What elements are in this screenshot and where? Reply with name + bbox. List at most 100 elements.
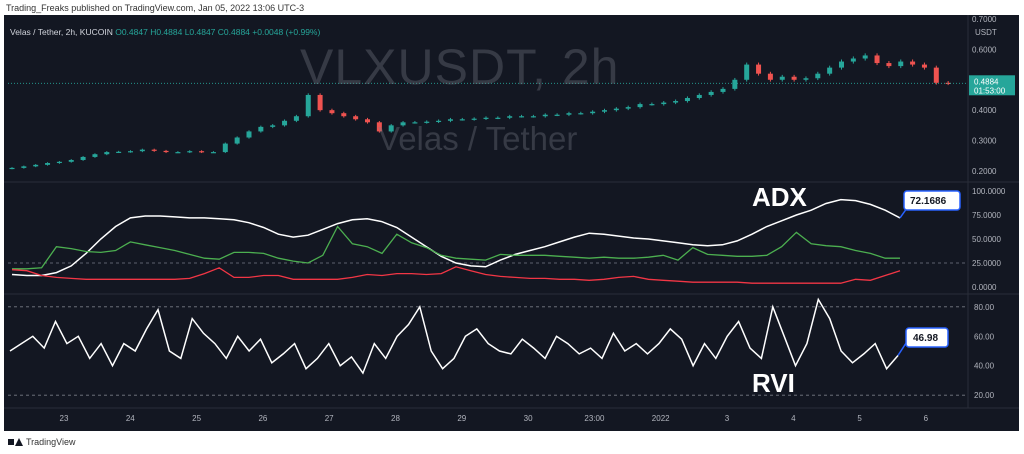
candle-body [80,156,86,160]
candle-body [104,152,110,155]
candle-body [222,143,228,153]
time-tick-label: 3 [725,414,730,423]
candle-body [459,119,465,121]
candle-body [590,111,596,114]
last-price-label: 0.4884 [974,77,999,86]
candle-body [945,82,951,85]
rvi-annotation: RVI [752,368,795,398]
candle-body [673,101,679,103]
candle-body [767,73,773,80]
candle-body [33,164,39,167]
candle-body [210,152,216,154]
price-tick-label: 0.2000 [972,167,997,176]
rvi-tick-label: 40.00 [974,362,995,371]
watermark-ticker: VLXUSDT, 2h [300,39,620,95]
time-tick-label: 29 [457,414,466,423]
candle-body [199,151,205,153]
publisher-line: Trading_Freaks published on TradingView.… [6,3,305,13]
candle-body [282,120,288,126]
candle-body [305,94,311,117]
minus-di-line [11,266,901,284]
candle-body [507,116,513,118]
adx-line [11,198,901,277]
adx-tick-label: 25.0000 [972,259,1001,268]
candle-body [56,161,62,164]
candle-body [542,114,548,117]
symbol-legend: Velas / Tether, 2h, KUCOIN O0.4847 H0.48… [10,27,320,37]
candle-body [815,73,821,79]
candle-body [9,167,15,170]
candle-body [128,151,133,153]
candle-body [708,91,714,95]
adx-tick-label: 100.0000 [972,187,1006,196]
time-tick-label: 30 [524,414,533,423]
currency-label: USDT [975,28,997,37]
adx-annotation: ADX [752,182,807,212]
candle-body [827,67,833,74]
candle-body [613,108,619,111]
candle-body [554,114,560,116]
candle-body [602,110,607,112]
candle-body [21,166,27,168]
countdown-label: 01:53:00 [974,86,1006,95]
candle-body [317,94,323,111]
candle-body [756,64,762,74]
candle-body [791,76,797,80]
candle-body [293,116,299,121]
candle-body [886,63,892,67]
candle-body [910,61,916,65]
tradingview-logo-icon [8,438,23,446]
candle-body [483,117,489,119]
chart-canvas[interactable]: 0.70000.60000.50000.40000.30000.2000USDT… [4,15,1019,431]
ohlc-values: O0.4847 H0.4884 L0.4847 C0.4884 +0.0048 … [115,27,321,37]
rvi-line [9,297,899,375]
candle-body [365,119,370,123]
candle-body [578,113,584,115]
candle-body [68,159,74,162]
time-tick-label: 23 [60,414,69,423]
candle-body [933,67,939,83]
candle-body [175,152,181,154]
time-tick-label: 26 [258,414,267,423]
footer: TradingView [8,437,76,447]
candle-body [388,125,394,132]
time-tick-label: 24 [126,414,135,423]
price-tick-label: 0.3000 [972,137,997,146]
candle-body [424,121,430,123]
candle-body [744,64,750,80]
candle-body [246,131,252,138]
candle-body [116,151,122,153]
rvi-callout-value: 46.98 [913,333,938,344]
candle-body [625,107,631,109]
last-price-badge [969,75,1015,96]
time-tick-label: 6 [924,414,929,423]
candle-body [850,58,856,62]
candle-body [661,102,667,105]
rvi-tick-label: 80.00 [974,303,995,312]
candle-body [637,104,643,108]
candle-body [566,113,572,115]
adx-tick-label: 0.0000 [972,283,997,292]
candle-body [341,113,347,117]
candle-body [376,122,382,132]
candle-body [471,118,477,120]
candle-body [163,150,169,153]
candle-body [732,79,738,89]
footer-brand[interactable]: TradingView [26,437,76,447]
time-tick-label: 23:00 [584,414,605,423]
adx-callout-box [903,190,961,211]
candle-body [270,125,276,127]
candle-body [530,116,536,118]
symbol-name[interactable]: Velas / Tether, 2h, KUCOIN [10,27,113,37]
candle-body [519,116,525,118]
price-tick-label: 0.6000 [972,45,997,54]
candle-body [412,122,418,124]
candle-body [649,104,655,106]
candle-body [151,149,157,151]
candle-body [400,122,406,126]
candle-body [803,78,809,80]
time-tick-label: 2022 [652,414,670,423]
chart-frame[interactable]: 0.70000.60000.50000.40000.30000.2000USDT… [4,15,1019,431]
candle-body [187,151,193,153]
candle-body [862,55,868,59]
